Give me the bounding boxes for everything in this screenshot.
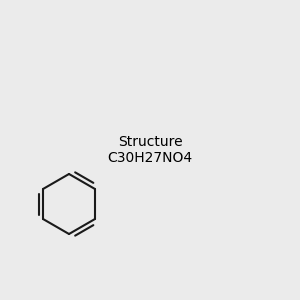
Text: Structure
C30H27NO4: Structure C30H27NO4 <box>107 135 193 165</box>
